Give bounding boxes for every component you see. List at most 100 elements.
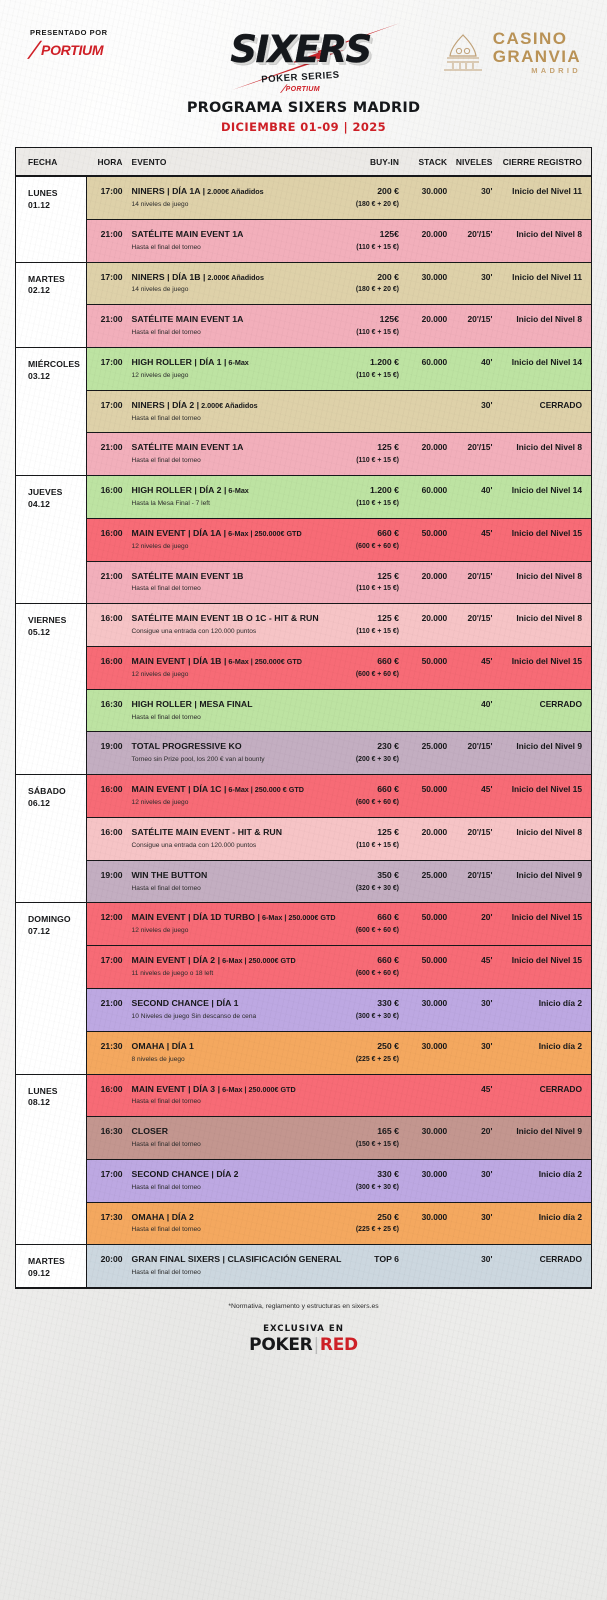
- row-time: 16:30: [86, 1116, 123, 1160]
- column-header-stack: STACK: [398, 148, 448, 177]
- event-title-detail: 2.000€ Añadidos: [199, 400, 258, 410]
- row-event: SATÉLITE MAIN EVENT 1A Hasta el final del…: [122, 304, 329, 349]
- event-title: HIGH ROLLER | MESA FINAL: [131, 698, 253, 709]
- row-registration-close: CERRADO: [492, 689, 591, 733]
- row-event: HIGH ROLLER | MESA FINAL Hasta el final d…: [122, 689, 329, 733]
- casino-wordmark: CASINO GRANVIA MADRID: [493, 30, 581, 75]
- row-stack: 30.000: [398, 175, 448, 220]
- event-title: NINERS | DÍA 2 | 2.000€ Añadidos: [131, 399, 258, 410]
- row-registration-close: Inicio del Nivel 9: [492, 731, 591, 776]
- row-buyin: 330 € (300 € + 30 €): [328, 1159, 399, 1203]
- event-subtitle: Hasta el final del torneo: [131, 884, 201, 892]
- row-time: 21:00: [86, 304, 123, 349]
- row-event: MAIN EVENT | DÍA 1D TURBO | 6-Max | 250.…: [122, 902, 336, 947]
- buyin-total: 250 €: [377, 1211, 399, 1222]
- row-buyin: 125 € (110 € + 15 €): [328, 817, 399, 861]
- event-title: HIGH ROLLER | DÍA 2 | 6-Max: [131, 485, 249, 496]
- row-stack: 20.000: [398, 561, 448, 605]
- event-subtitle: Hasta el final del torneo: [131, 713, 201, 721]
- buyin-breakdown: (180 € + 20 €): [355, 286, 399, 294]
- row-stack: 30.000: [398, 1031, 448, 1075]
- row-event: HIGH ROLLER | DÍA 2 | 6-Max Hasta la Mesa…: [122, 475, 329, 519]
- table-row: 21:00 SATÉLITE MAIN EVENT 1A Hasta el fina…: [16, 304, 591, 349]
- row-time: 21:30: [86, 1031, 123, 1075]
- row-event: NINERS | DÍA 2 | 2.000€ Añadidos Hasta el…: [122, 390, 329, 434]
- row-levels: 45': [447, 774, 493, 818]
- buyin-breakdown: (600 € + 60 €): [355, 970, 399, 978]
- day-date: 02.12: [28, 285, 51, 296]
- day-name: VIERNES: [28, 615, 67, 626]
- row-time: 17:00: [86, 347, 123, 391]
- table-row: LUNES 01.12 17:00 NINERS | DÍA 1A | 2.000€ …: [16, 175, 591, 263]
- table-row: 17:30 OMAHA | DÍA 2 Hasta el final del tor…: [16, 1202, 591, 1246]
- row-levels: 20'/15': [447, 432, 493, 477]
- pokerred-logo: POKER|RED: [0, 1334, 607, 1355]
- casino-granvia-logo: CASINO GRANVIA MADRID: [431, 14, 581, 75]
- buyin-total: 660 €: [377, 656, 399, 667]
- event-title: SECOND CHANCE | DÍA 1: [131, 998, 239, 1009]
- program-dates: DICIEMBRE 01-09 | 2025: [220, 120, 387, 134]
- row-time: 19:00: [86, 860, 123, 904]
- day-date: 08.12: [28, 1097, 51, 1108]
- row-time: 16:00: [86, 603, 123, 648]
- table-row: 21:00 SECOND CHANCE | DÍA 1 10 Niveles de …: [16, 988, 591, 1032]
- row-stack: 50.000: [398, 646, 448, 690]
- buyin-total: 125€: [379, 314, 399, 325]
- buyin-total: 230 €: [377, 741, 399, 752]
- row-buyin: 125 € (110 € + 15 €): [328, 432, 399, 477]
- row-buyin: 200 € (180 € + 20 €): [328, 175, 399, 220]
- event-title: MAIN EVENT | DÍA 2 | 6-Max | 250.000€ GT…: [131, 955, 296, 966]
- event-title: WIN THE BUTTON: [131, 869, 208, 880]
- row-buyin: 660 € (600 € + 60 €): [328, 646, 399, 690]
- row-event: MAIN EVENT | DÍA 2 | 6-Max | 250.000€ GT…: [122, 945, 329, 990]
- buyin-breakdown: (600 € + 60 €): [355, 798, 399, 806]
- pokerred-divider: |: [313, 1334, 319, 1355]
- row-event: WIN THE BUTTON Hasta el final del torneo: [122, 860, 329, 904]
- row-registration-close: Inicio del Nivel 15: [492, 902, 591, 947]
- row-event: OMAHA | DÍA 2 Hasta el final del torneo: [122, 1202, 329, 1246]
- row-event: SATÉLITE MAIN EVENT 1A Hasta el final del…: [122, 432, 329, 477]
- row-time: 16:00: [86, 646, 123, 690]
- buyin-total: 330 €: [377, 998, 399, 1009]
- row-registration-close: Inicio del Nivel 8: [492, 304, 591, 349]
- event-title: MAIN EVENT | DÍA 1A | 6-Max | 250.000€ G…: [131, 527, 302, 538]
- row-event: MAIN EVENT | DÍA 1C | 6-Max | 250.000 € …: [122, 774, 329, 818]
- row-levels: 20'/15': [447, 304, 493, 349]
- row-buyin: 660 € (600 € + 60 €): [328, 945, 399, 990]
- table-row: DOMINGO 07.12 12:00 MAIN EVENT | DÍA 1D TUR…: [16, 902, 591, 1075]
- sixers-sportium-tag: ╱PORTIUM: [281, 86, 320, 93]
- buyin-total: 125€: [379, 228, 399, 239]
- row-buyin: 125 € (110 € + 15 €): [328, 603, 399, 648]
- day-cell-02-12: MARTES 02.12: [16, 261, 87, 348]
- row-buyin: TOP 6: [328, 1244, 399, 1288]
- row-time: 17:00: [86, 390, 123, 434]
- day-name: SÁBADO: [28, 786, 66, 797]
- day-name: LUNES: [28, 188, 58, 198]
- table-row: 17:00 MAIN EVENT | DÍA 2 | 6-Max | 250.00…: [16, 945, 591, 990]
- row-buyin: 350 € (320 € + 30 €): [328, 860, 399, 904]
- event-title: CLOSER: [131, 1125, 169, 1136]
- buyin-breakdown: (110 € + 15 €): [356, 243, 399, 251]
- row-event: OMAHA | DÍA 1 8 niveles de juego: [122, 1031, 329, 1075]
- row-event: MAIN EVENT | DÍA 1B | 6-Max | 250.000€ G…: [122, 646, 329, 690]
- day-date: 01.12: [28, 199, 51, 210]
- row-levels: 20'/15': [447, 817, 493, 861]
- buyin-breakdown: (600 € + 60 €): [355, 671, 399, 678]
- buyin-total: 125 €: [377, 570, 399, 581]
- row-buyin: 660 € (600 € + 60 €): [328, 518, 399, 562]
- day-date: 09.12: [28, 1267, 51, 1278]
- table-row: 16:00 SATÉLITE MAIN EVENT - HIT & RUN Cons…: [16, 817, 591, 861]
- event-title: SECOND CHANCE | DÍA 2: [131, 1168, 239, 1179]
- event-subtitle: Hasta el final del torneo: [131, 329, 201, 337]
- row-stack: 20.000: [398, 603, 448, 648]
- row-levels: 20': [447, 902, 493, 947]
- day-cell-09-12: MARTES 09.12: [16, 1244, 87, 1288]
- row-levels: 40': [447, 347, 493, 391]
- buyin-breakdown: (300 € + 30 €): [355, 1012, 399, 1020]
- column-header-evento: EVENTO: [122, 148, 329, 177]
- row-stack: 50.000: [398, 518, 448, 562]
- row-buyin: 230 € (200 € + 30 €): [328, 731, 399, 776]
- row-registration-close: Inicio del Nivel 8: [492, 603, 591, 648]
- row-levels: 20'/15': [447, 731, 493, 776]
- row-stack: 60.000: [398, 347, 448, 391]
